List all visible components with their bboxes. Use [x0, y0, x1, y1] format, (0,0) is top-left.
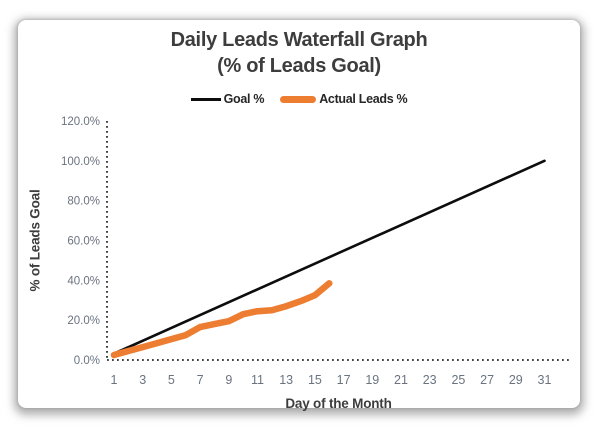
chart-subtitle: (% of Leads Goal): [217, 55, 381, 77]
x-tick-label: 5: [168, 373, 175, 387]
x-axis-title: Day of the Month: [285, 396, 392, 411]
legend: Goal % Actual Leads %: [18, 92, 580, 106]
y-tick-label: 20.0%: [67, 315, 100, 327]
x-tick-label: 9: [225, 373, 232, 387]
x-tick-label: 7: [197, 373, 204, 387]
x-tick-label: 17: [337, 373, 351, 387]
x-tick-label: 23: [423, 373, 437, 387]
goal-line-swatch-icon: [190, 97, 221, 101]
x-tick-label: 21: [394, 373, 408, 387]
x-tick-label: 13: [279, 373, 293, 387]
y-tick-label: 0.0%: [74, 355, 100, 367]
x-tick-label: 3: [139, 373, 146, 387]
x-tick-label: 11: [251, 373, 264, 387]
legend-label-goal: Goal %: [223, 92, 265, 106]
y-axis-title: % of Leads Goal: [27, 189, 43, 292]
actual-line-swatch-icon: [280, 95, 317, 103]
actual-leads-line: [110, 280, 333, 359]
chart-title: Daily Leads Waterfall Graph: [170, 29, 428, 51]
y-tick-label: 60.0%: [67, 236, 100, 248]
y-tick-label: 100.0%: [61, 156, 100, 168]
x-tick-label: 27: [480, 373, 494, 387]
chart-card: Daily Leads Waterfall Graph (% of Leads …: [18, 20, 580, 411]
goal-line: [112, 159, 546, 355]
x-tick-label: 1: [111, 373, 118, 387]
x-tick-label: 19: [365, 373, 379, 387]
plot-area: 0.0%20.0%40.0%60.0%80.0%100.0%120.0%1 3 5 7…: [61, 116, 570, 387]
x-tick-label: 29: [509, 373, 523, 387]
legend-item-actual[interactable]: Actual Leads %: [280, 92, 408, 106]
y-tick-label: 120.0%: [61, 116, 100, 128]
x-tick-label: 15: [308, 373, 322, 387]
x-tick-label: 25: [451, 373, 465, 387]
chart-title-block: Daily Leads Waterfall Graph (% of Leads …: [18, 27, 580, 79]
y-tick-label: 40.0%: [67, 275, 100, 287]
legend-item-goal[interactable]: Goal %: [190, 92, 265, 106]
y-tick-label: 80.0%: [67, 196, 100, 208]
x-tick-label: 31: [538, 373, 552, 387]
legend-label-actual: Actual Leads %: [319, 92, 408, 106]
